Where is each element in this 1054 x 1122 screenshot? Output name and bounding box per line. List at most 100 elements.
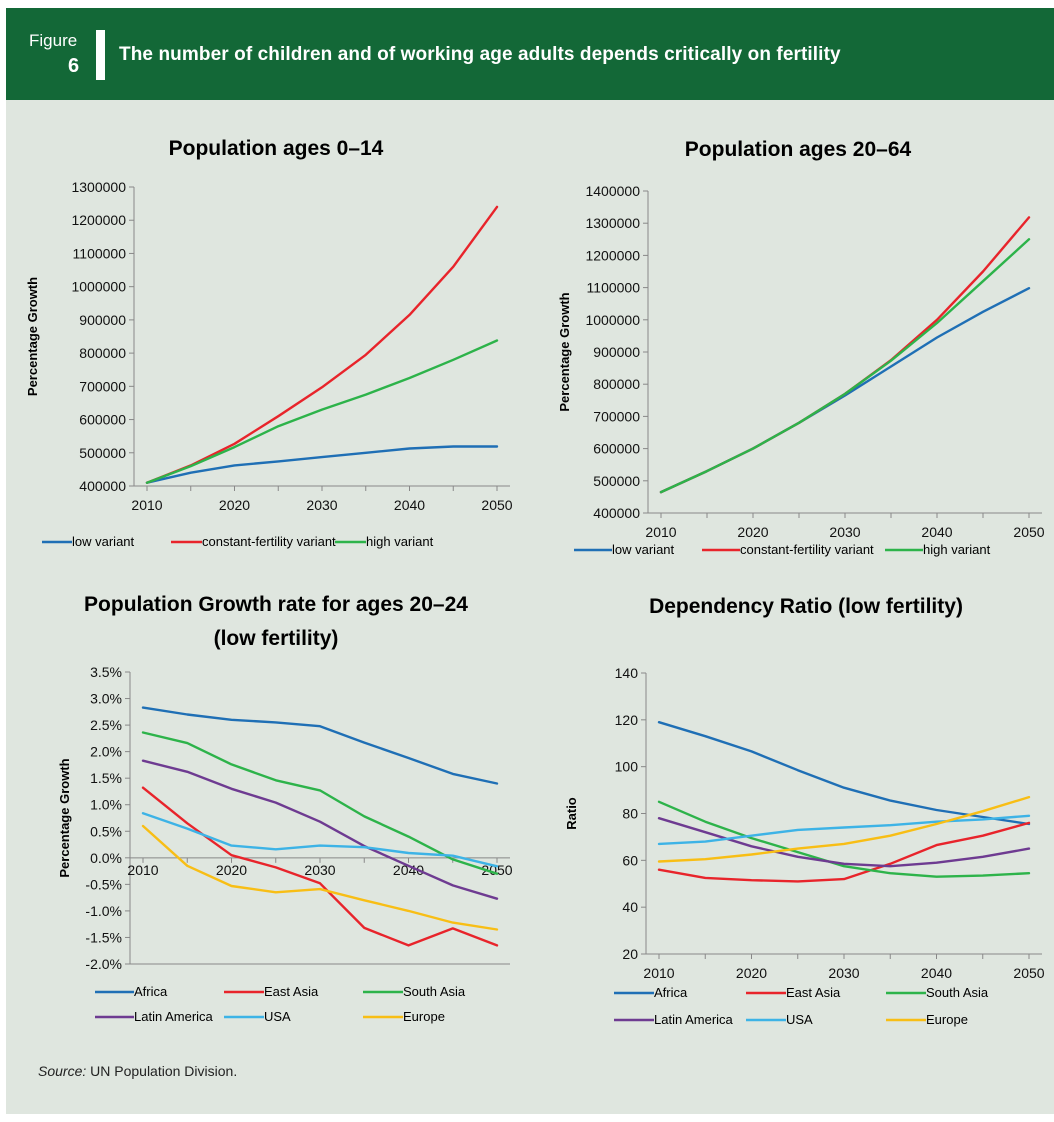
y-tick-label: 1.0% xyxy=(90,797,122,813)
legend-label: low variant xyxy=(72,534,135,549)
y-tick-label: 1300000 xyxy=(71,179,126,195)
y-tick-label: 120 xyxy=(615,712,639,728)
y-axis-label: Percentage Growth xyxy=(57,758,72,877)
y-tick-label: 400000 xyxy=(593,505,640,521)
y-tick-label: 0.0% xyxy=(90,850,122,866)
charts-canvas: Population ages 0–14 400000 500000 600000 70… xyxy=(25,137,1045,1027)
y-tick-label: 3.0% xyxy=(90,691,122,707)
series-line xyxy=(141,731,499,875)
y-tick-label: 600000 xyxy=(593,441,640,457)
y-tick-label: -1.5% xyxy=(85,929,122,945)
legend-label: Europe xyxy=(926,1012,968,1027)
figure-number: 6 xyxy=(68,55,80,77)
series-line xyxy=(657,817,1031,868)
series-line xyxy=(657,800,1031,878)
y-tick-label: 1100000 xyxy=(73,245,127,261)
y-tick-label: 1200000 xyxy=(71,212,126,228)
series-line xyxy=(657,821,1031,883)
source-text: UN Population Division. xyxy=(86,1063,238,1079)
y-tick-label: 500000 xyxy=(79,445,126,461)
header-divider xyxy=(96,30,105,80)
y-tick-label: 700000 xyxy=(593,408,640,424)
y-tick-label: 60 xyxy=(622,852,638,868)
legend-label: high variant xyxy=(366,534,434,549)
x-tick-label: 2010 xyxy=(645,524,676,540)
series-line xyxy=(145,339,499,484)
series-line xyxy=(659,216,1031,494)
legend-label: Africa xyxy=(134,984,168,999)
legend-label: constant-fertility variant xyxy=(202,534,336,549)
y-tick-label: 3.5% xyxy=(90,664,122,680)
series-line xyxy=(659,287,1031,494)
y-tick-label: 1.5% xyxy=(90,770,122,786)
x-tick-label: 2050 xyxy=(481,497,512,513)
series-line xyxy=(659,238,1031,494)
y-tick-label: 1100000 xyxy=(587,280,641,296)
chart-1: Population ages 0–14 400000 500000 600000 70… xyxy=(25,137,513,549)
series-line xyxy=(141,824,499,931)
x-tick-label: 2050 xyxy=(1013,524,1044,540)
x-tick-label: 2030 xyxy=(829,524,860,540)
y-tick-label: 700000 xyxy=(79,378,126,394)
x-tick-label: 2010 xyxy=(643,965,674,981)
series-line xyxy=(141,759,499,900)
figure-title: The number of children and of working ag… xyxy=(119,44,841,65)
legend-label: East Asia xyxy=(786,985,841,1000)
y-tick-label: -2.0% xyxy=(85,956,122,972)
legend-label: South Asia xyxy=(926,985,989,1000)
x-tick-label: 2020 xyxy=(737,524,768,540)
x-tick-label: 2050 xyxy=(481,862,512,878)
y-tick-label: 500000 xyxy=(593,473,640,489)
y-tick-label: -0.5% xyxy=(85,876,122,892)
y-tick-label: 20 xyxy=(622,946,638,962)
y-tick-label: -1.0% xyxy=(85,903,122,919)
legend-label: low variant xyxy=(612,542,675,557)
x-tick-label: 2020 xyxy=(736,965,767,981)
chart-title: Population ages 20–64 xyxy=(685,138,912,161)
y-tick-label: 100 xyxy=(615,759,639,775)
x-tick-label: 2030 xyxy=(828,965,859,981)
chart-title: (low fertility) xyxy=(214,627,339,650)
series-line xyxy=(141,812,499,868)
x-tick-label: 2040 xyxy=(921,965,952,981)
y-tick-label: 1400000 xyxy=(585,183,640,199)
legend-label: Europe xyxy=(403,1009,445,1024)
y-tick-label: 40 xyxy=(622,899,638,915)
x-tick-label: 2010 xyxy=(127,862,158,878)
y-tick-label: 800000 xyxy=(79,345,126,361)
series-line xyxy=(657,721,1031,826)
source-prefix: Source: xyxy=(38,1063,87,1079)
y-tick-label: 2.5% xyxy=(90,717,122,733)
y-tick-label: 0.5% xyxy=(90,823,122,839)
legend-label: constant-fertility variant xyxy=(740,542,874,557)
y-tick-label: 900000 xyxy=(79,312,126,328)
y-tick-label: 1000000 xyxy=(585,312,640,328)
y-axis-label: Ratio xyxy=(564,797,579,830)
chart-title: Population ages 0–14 xyxy=(169,137,384,160)
x-tick-label: 2020 xyxy=(219,497,250,513)
legend-label: Latin America xyxy=(134,1009,214,1024)
x-tick-label: 2010 xyxy=(131,497,162,513)
y-axis-label: Percentage Growth xyxy=(557,292,572,411)
y-tick-label: 80 xyxy=(622,806,638,822)
x-tick-label: 2050 xyxy=(1013,965,1044,981)
chart-3: Population Growth rate for ages 20–24 (lo… xyxy=(57,593,513,1024)
series-line xyxy=(145,205,499,484)
y-tick-label: 140 xyxy=(615,665,639,681)
y-tick-label: 1200000 xyxy=(585,247,640,263)
x-tick-label: 2020 xyxy=(216,862,247,878)
y-tick-label: 900000 xyxy=(593,344,640,360)
series-line xyxy=(141,706,499,785)
x-tick-label: 2040 xyxy=(394,497,425,513)
x-tick-label: 2030 xyxy=(304,862,335,878)
legend-label: South Asia xyxy=(403,984,466,999)
y-axis-label: Percentage Growth xyxy=(25,277,40,396)
y-tick-label: 2.0% xyxy=(90,744,122,760)
x-tick-label: 2040 xyxy=(393,862,424,878)
figure-header: Figure 6 The number of children and of w… xyxy=(6,8,1054,100)
series-line xyxy=(657,795,1031,863)
chart-2: Population ages 20–64 400000 500000 600000 7… xyxy=(557,138,1045,557)
y-tick-label: 400000 xyxy=(79,478,126,494)
legend-label: high variant xyxy=(923,542,991,557)
y-tick-label: 1300000 xyxy=(585,215,640,231)
